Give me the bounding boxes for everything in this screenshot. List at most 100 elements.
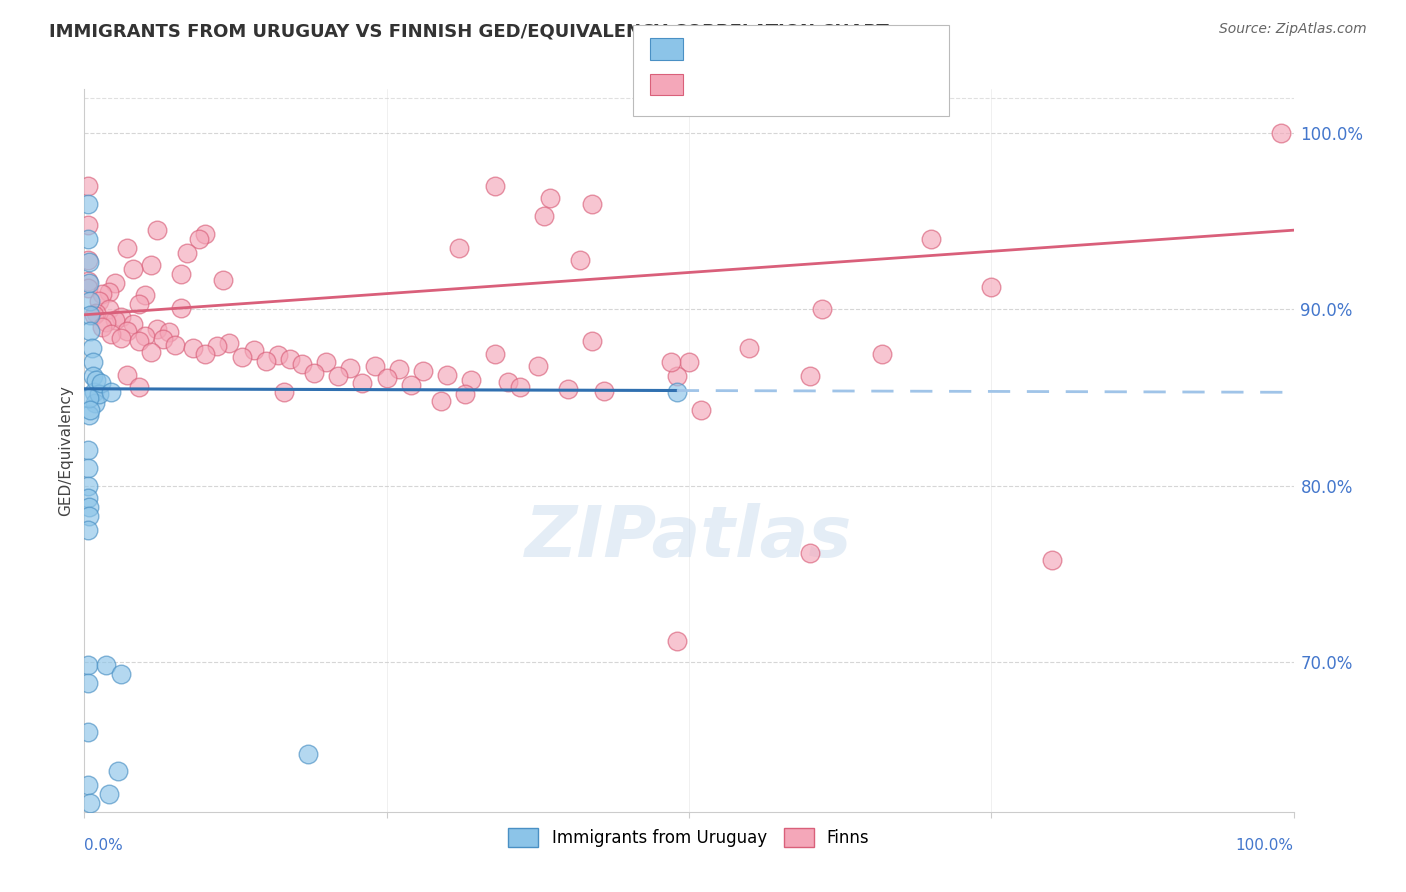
Point xyxy=(94,658,117,673)
Point xyxy=(121,262,143,277)
Point xyxy=(77,508,100,523)
Point xyxy=(527,359,550,373)
Point xyxy=(104,313,127,327)
Point xyxy=(77,391,100,405)
Point xyxy=(328,369,350,384)
Point xyxy=(399,378,422,392)
Point xyxy=(449,241,471,255)
Point xyxy=(533,209,555,223)
Point xyxy=(97,302,120,317)
Point xyxy=(146,223,169,237)
Point xyxy=(593,384,616,398)
Text: ZIPatlas: ZIPatlas xyxy=(526,503,852,572)
Point xyxy=(77,218,100,232)
Point xyxy=(194,227,217,241)
Point xyxy=(460,373,482,387)
Y-axis label: GED/Equivalency: GED/Equivalency xyxy=(58,385,73,516)
Point xyxy=(86,373,108,387)
Point xyxy=(77,276,100,290)
Point xyxy=(659,355,682,369)
Point xyxy=(811,302,834,317)
Point xyxy=(77,281,100,295)
Point xyxy=(484,346,506,360)
Point xyxy=(375,371,398,385)
Point xyxy=(231,350,253,364)
Point xyxy=(79,324,101,338)
Point xyxy=(77,778,100,792)
Text: Source: ZipAtlas.com: Source: ZipAtlas.com xyxy=(1219,22,1367,37)
Point xyxy=(79,308,101,322)
Text: IMMIGRANTS FROM URUGUAY VS FINNISH GED/EQUIVALENCY CORRELATION CHART: IMMIGRANTS FROM URUGUAY VS FINNISH GED/E… xyxy=(49,22,889,40)
Point xyxy=(980,279,1002,293)
Point xyxy=(352,376,374,391)
Point xyxy=(157,326,180,340)
Point xyxy=(291,357,314,371)
Point xyxy=(110,331,132,345)
Point xyxy=(134,329,156,343)
Point xyxy=(212,272,235,286)
Point xyxy=(80,341,103,355)
Point xyxy=(97,787,120,801)
Point xyxy=(278,351,301,366)
Point xyxy=(297,747,319,761)
Point xyxy=(436,368,458,382)
Text: 100.0%: 100.0% xyxy=(1236,838,1294,853)
Point xyxy=(139,344,162,359)
Point xyxy=(152,333,174,347)
Point xyxy=(77,676,100,690)
Point xyxy=(665,633,688,648)
Point xyxy=(1270,126,1292,140)
Point xyxy=(363,359,385,373)
Point xyxy=(146,322,169,336)
Point xyxy=(107,764,129,779)
Point xyxy=(665,369,688,384)
Point xyxy=(509,380,531,394)
Point xyxy=(170,301,193,315)
Point xyxy=(77,491,100,505)
Point xyxy=(97,285,120,299)
Point xyxy=(412,364,434,378)
Point xyxy=(194,346,217,360)
Text: N = 18: N = 18 xyxy=(841,38,911,57)
Legend: Immigrants from Uruguay, Finns: Immigrants from Uruguay, Finns xyxy=(502,822,876,854)
Point xyxy=(83,308,105,322)
Point xyxy=(128,334,150,349)
Point xyxy=(1040,552,1063,566)
Point xyxy=(430,394,453,409)
Point xyxy=(91,320,114,334)
Point xyxy=(273,385,295,400)
Point xyxy=(267,348,290,362)
Point xyxy=(82,355,104,369)
Point xyxy=(569,253,592,268)
Point xyxy=(115,324,138,338)
Point xyxy=(496,375,519,389)
Point xyxy=(77,232,100,246)
Point xyxy=(84,396,107,410)
Point xyxy=(738,341,761,355)
Point xyxy=(484,179,506,194)
Point xyxy=(77,658,100,673)
Point xyxy=(94,315,117,329)
Point xyxy=(86,306,108,320)
Point xyxy=(920,232,942,246)
Point xyxy=(134,288,156,302)
Point xyxy=(176,246,198,260)
Point xyxy=(128,380,150,394)
Point xyxy=(207,339,229,353)
Point xyxy=(557,382,579,396)
Point xyxy=(82,369,104,384)
Point xyxy=(77,253,100,268)
Point xyxy=(181,341,204,355)
Point xyxy=(83,385,105,400)
Point xyxy=(77,461,100,475)
Point xyxy=(77,196,100,211)
Point xyxy=(799,546,821,560)
Point xyxy=(100,385,122,400)
Point xyxy=(79,403,101,417)
Point xyxy=(339,360,361,375)
Point xyxy=(538,191,561,205)
Text: R = -0.002: R = -0.002 xyxy=(693,38,811,57)
Point xyxy=(91,286,114,301)
Point xyxy=(388,362,411,376)
Point xyxy=(115,368,138,382)
